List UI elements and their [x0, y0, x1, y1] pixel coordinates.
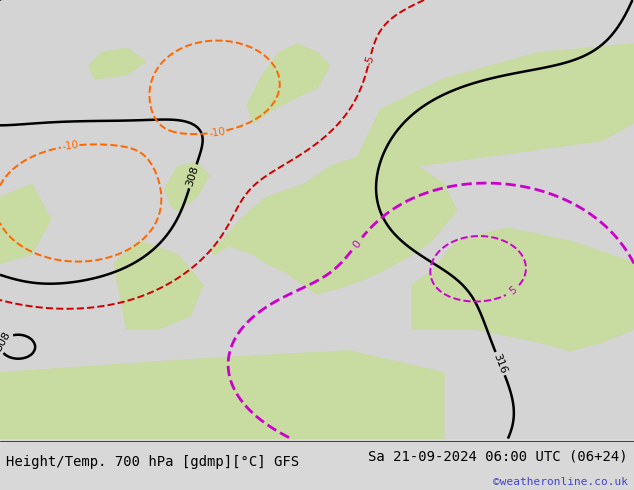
Polygon shape — [0, 351, 444, 439]
Text: -5: -5 — [363, 54, 376, 66]
Text: -10: -10 — [61, 140, 79, 152]
Text: -10: -10 — [208, 126, 226, 139]
Polygon shape — [247, 44, 330, 123]
Text: 308: 308 — [185, 165, 201, 188]
Text: ©weatheronline.co.uk: ©weatheronline.co.uk — [493, 477, 628, 487]
Polygon shape — [0, 184, 51, 263]
Text: 316: 316 — [491, 352, 508, 375]
Polygon shape — [412, 228, 634, 351]
Text: 308: 308 — [0, 330, 12, 353]
Polygon shape — [165, 162, 209, 211]
Text: 0: 0 — [351, 238, 363, 250]
Polygon shape — [89, 48, 146, 79]
Text: Sa 21-09-2024 06:00 UTC (06+24): Sa 21-09-2024 06:00 UTC (06+24) — [368, 449, 628, 464]
Polygon shape — [349, 44, 634, 175]
Polygon shape — [114, 241, 203, 329]
Text: 5: 5 — [507, 285, 519, 297]
Polygon shape — [209, 153, 456, 294]
Text: Height/Temp. 700 hPa [gdmp][°C] GFS: Height/Temp. 700 hPa [gdmp][°C] GFS — [6, 455, 299, 469]
